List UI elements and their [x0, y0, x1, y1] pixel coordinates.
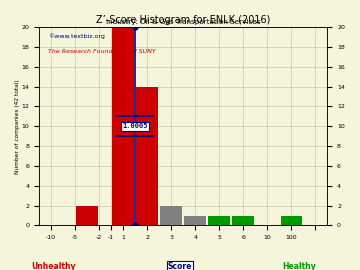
Bar	[208, 215, 230, 225]
Text: ©www.textbiz.org: ©www.textbiz.org	[48, 33, 104, 39]
Text: Industry: Oil & Gas Transportation Services: Industry: Oil & Gas Transportation Servi…	[106, 19, 261, 25]
Text: 1.0005: 1.0005	[122, 123, 148, 129]
Bar	[233, 215, 254, 225]
Bar	[184, 215, 206, 225]
Text: The Research Foundation of SUNY: The Research Foundation of SUNY	[48, 49, 156, 54]
Title: Z’-Score Histogram for ENLK (2016): Z’-Score Histogram for ENLK (2016)	[96, 15, 270, 25]
Y-axis label: Number of companies (42 total): Number of companies (42 total)	[15, 79, 20, 174]
Bar	[76, 205, 98, 225]
Text: Unhealthy: Unhealthy	[32, 262, 76, 270]
Bar	[280, 215, 302, 225]
Bar	[160, 205, 182, 225]
Text: Score: Score	[168, 262, 192, 270]
Bar	[136, 87, 158, 225]
Bar	[112, 27, 134, 225]
Text: Healthy: Healthy	[282, 262, 316, 270]
